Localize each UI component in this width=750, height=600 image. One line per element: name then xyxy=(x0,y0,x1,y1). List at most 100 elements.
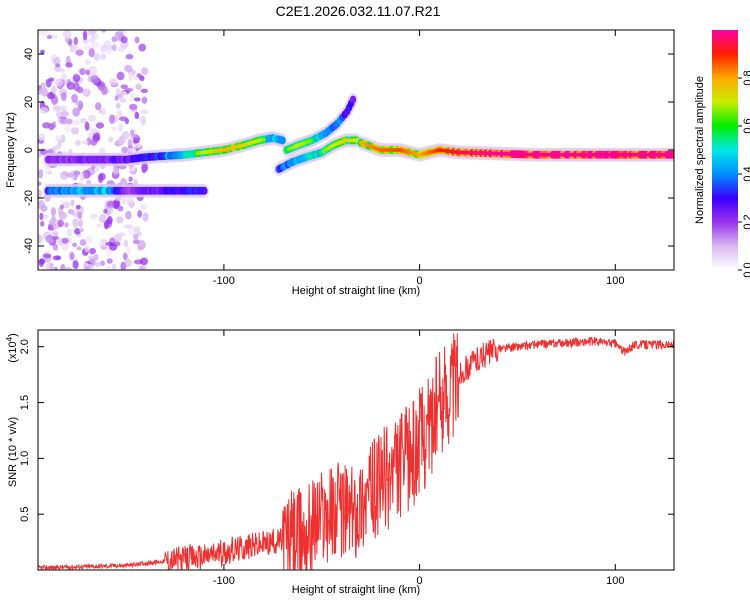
heatmap-noise-blob xyxy=(137,210,143,218)
heatmap-noise-blob xyxy=(54,145,59,150)
heatmap-noise-blob xyxy=(123,252,128,261)
heatmap-noise-blob xyxy=(127,138,133,149)
snr-x-label: Height of straight line (km) xyxy=(292,584,420,596)
heatmap-noise-blob xyxy=(126,197,135,204)
heatmap-noise-blob xyxy=(88,132,94,139)
figure-title: C2E1.2026.032.11.07.R21 xyxy=(276,3,441,19)
heatmap-noise-blob xyxy=(115,31,124,37)
heatmap-noise-blob xyxy=(72,107,81,117)
snr-y-axis: 0.5 1.0 1.5 2.0 xyxy=(19,339,674,522)
heatmap-noise-blob xyxy=(46,35,52,40)
heatmap-noise-blob xyxy=(92,32,99,41)
heatmap-noise-blob xyxy=(76,246,82,251)
heatmap-noise-blob xyxy=(79,239,87,246)
heatmap-noise-blob xyxy=(108,136,114,143)
heatmap-noise-blob xyxy=(87,114,97,122)
heatmap-area xyxy=(38,30,674,270)
heatmap-noise-blob xyxy=(40,49,45,54)
heatmap-noise-blob xyxy=(125,210,132,220)
y-tick-label: 40 xyxy=(23,48,35,60)
heatmap-noise-blob xyxy=(120,261,127,270)
y-tick-label: -40 xyxy=(23,238,35,254)
colorbar-label: Normalized spectral amplitude xyxy=(694,76,706,224)
heatmap-noise-blob xyxy=(45,261,54,270)
heatmap-noise-blob xyxy=(71,93,78,103)
snr-scale-label: (x104) xyxy=(5,333,19,363)
heatmap-noise-blob xyxy=(60,263,66,270)
heatmap-noise-blob xyxy=(55,78,64,87)
heatmap-noise-blob xyxy=(79,68,86,76)
heatmap-noise-blob xyxy=(114,95,119,101)
heatmap-noise-blob xyxy=(123,239,129,248)
heatmap-noise-blob xyxy=(59,171,69,180)
heatmap-noise-blob xyxy=(57,219,64,228)
snr-x-axis: -100 0 100 xyxy=(213,330,624,587)
heatmap-noise-blob xyxy=(89,247,96,255)
heatmap-noise-blob xyxy=(100,260,106,267)
heatmap-noise-blob xyxy=(61,237,69,244)
heatmap-noise-blob xyxy=(42,30,48,37)
heatmap-noise-blob xyxy=(48,122,55,131)
spectrogram-x-label: Height of straight line (km) xyxy=(292,285,420,297)
heatmap-noise-blob xyxy=(52,105,61,112)
heatmap-noise-blob xyxy=(59,204,65,210)
heatmap-noise-blob xyxy=(136,231,142,236)
heatmap-noise-blob xyxy=(106,258,113,264)
heatmap-noise-blob xyxy=(46,91,56,100)
heatmap-noise-blob xyxy=(80,118,87,124)
heatmap-noise-blob xyxy=(137,116,142,122)
spectrogram-y-axis: -40 -20 0 20 40 xyxy=(23,48,674,254)
heatmap-noise-blob xyxy=(81,140,89,145)
heatmap-noise-blob xyxy=(59,111,69,117)
heatmap-noise-blob xyxy=(109,78,118,87)
heatmap-noise-blob xyxy=(115,87,121,96)
heatmap-noise-blob xyxy=(138,43,147,52)
heatmap-noise-blob xyxy=(112,199,120,210)
heatmap-noise-blob xyxy=(67,209,75,215)
heatmap-noise-blob xyxy=(141,67,149,75)
heatmap-noise-blob xyxy=(116,216,124,224)
heatmap-noise-blob xyxy=(38,234,43,244)
heatmap-noise-blob xyxy=(82,30,88,41)
colorbar-gradient xyxy=(712,30,738,270)
heatmap-noise-blob xyxy=(75,204,81,210)
heatmap-noise-blob xyxy=(74,119,80,125)
heatmap-track-cell xyxy=(349,95,357,104)
heatmap-noise-blob xyxy=(60,92,67,102)
heatmap-noise-blob xyxy=(121,146,128,154)
heatmap-noise-blob xyxy=(111,263,117,270)
heatmap-noise-blob xyxy=(124,64,133,73)
heatmap-noise-blob xyxy=(136,73,142,78)
heatmap-noise-blob xyxy=(84,235,93,244)
snr-scale-exponent: 4 xyxy=(5,336,14,341)
heatmap-noise-blob xyxy=(140,109,149,115)
heatmap-noise-blob xyxy=(72,242,78,248)
heatmap-noise-blob xyxy=(139,203,148,210)
snr-panel: -100 0 100 0.5 1.0 1.5 2.0 Height of straight… xyxy=(5,329,675,596)
heatmap-noise-blob xyxy=(121,196,126,205)
spectrogram-y-label: Frequency (Hz) xyxy=(5,112,17,188)
heatmap-noise-blob xyxy=(100,53,106,60)
heatmap-noise-blob xyxy=(130,129,135,136)
heatmap-noise-blob xyxy=(73,82,80,92)
heatmap-noise-blob xyxy=(116,71,125,81)
heatmap-noise-blob xyxy=(85,69,90,76)
heatmap-noise-blob xyxy=(72,260,79,270)
heatmap-noise-blob xyxy=(40,84,46,91)
colorbar-tick-label: 0.6 xyxy=(742,118,750,133)
heatmap-noise-blob xyxy=(115,102,121,109)
heatmap-noise-blob xyxy=(142,212,149,222)
heatmap-noise-blob xyxy=(99,214,107,224)
heatmap-noise-blob xyxy=(72,73,81,83)
heatmap-noise-blob xyxy=(100,107,107,116)
heatmap-noise-blob xyxy=(105,265,111,270)
heatmap-noise-blob xyxy=(38,168,44,179)
heatmap-noise-blob xyxy=(112,44,117,52)
y-tick-label: 1.0 xyxy=(19,451,31,466)
heatmap-noise-blob xyxy=(94,261,101,267)
heatmap-noise-blob xyxy=(133,226,141,233)
heatmap-noise-blob xyxy=(59,105,67,113)
heatmap-noise-blob xyxy=(70,47,77,53)
heatmap-noise-blob xyxy=(84,58,91,66)
